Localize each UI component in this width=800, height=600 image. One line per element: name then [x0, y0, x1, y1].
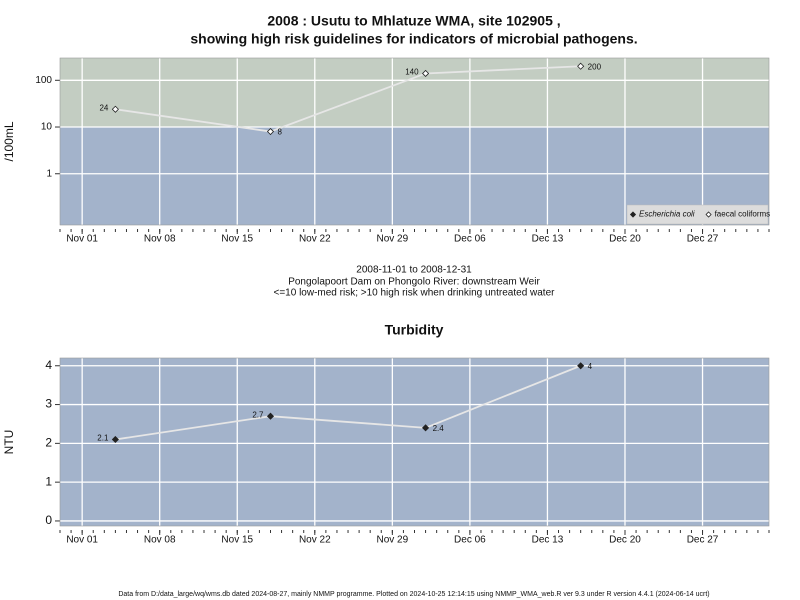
legend-marker: [629, 211, 637, 218]
x-tick-label: Dec 06: [454, 234, 486, 245]
y-tick-label: 0: [45, 513, 52, 527]
x-tick-label: Dec 06: [454, 535, 486, 546]
x-tick-label: Dec 13: [532, 535, 564, 546]
legend-label: Escherichia coli: [639, 210, 695, 219]
x-tick-label: Nov 22: [299, 535, 331, 546]
y-tick-label: 4: [45, 358, 52, 372]
x-tick-label: Dec 20: [609, 234, 641, 245]
x-tick-label: Nov 01: [66, 234, 98, 245]
series-line: [115, 65, 581, 133]
data-point: [111, 435, 119, 444]
y-tick-label: 2: [45, 436, 52, 450]
y-axis-label: /100mL: [2, 121, 16, 161]
x-tick-label: Nov 15: [221, 535, 253, 546]
data-label: 24: [99, 103, 108, 112]
subtitle: 2008-11-01 to 2008-12-31: [356, 265, 472, 276]
y-tick-label: 10: [41, 122, 53, 133]
data-point: [422, 424, 430, 432]
x-tick-label: Nov 15: [221, 234, 253, 245]
data-label: 4: [588, 362, 593, 371]
series-line: [115, 364, 582, 441]
x-tick-label: Nov 01: [66, 535, 98, 546]
data-label: 140: [405, 68, 419, 77]
legend-marker: [705, 211, 712, 218]
y-tick-label: 100: [35, 75, 52, 86]
chart-title: showing high risk guidelines for indicat…: [190, 31, 637, 47]
x-tick-label: Nov 29: [377, 535, 409, 546]
y-tick-label: 1: [45, 474, 52, 488]
x-tick-label: Dec 20: [609, 535, 641, 546]
subtitle: Pongolapoort Dam on Phongolo River: down…: [288, 277, 540, 288]
legend-label: faecal coliforms: [715, 210, 771, 219]
data-point: [577, 362, 585, 370]
x-tick-label: Nov 08: [144, 535, 176, 546]
data-point: [111, 105, 119, 113]
plot-background: [60, 358, 769, 526]
footer: Data from D:/data_large/wq/wms.db dated …: [118, 591, 709, 598]
x-tick-label: Dec 27: [687, 234, 719, 245]
x-tick-label: Dec 13: [532, 234, 564, 245]
data-label: 200: [588, 62, 602, 71]
data-label: 8: [277, 128, 282, 137]
y-tick-label: 1: [46, 168, 52, 179]
data-point: [422, 69, 430, 78]
legend-box: [626, 204, 769, 225]
x-tick-label: Nov 22: [299, 234, 331, 245]
chart-title: Turbidity: [385, 322, 444, 338]
y-axis-label: NTU: [2, 430, 16, 455]
x-tick-label: Dec 27: [687, 535, 719, 546]
data-point: [266, 412, 275, 420]
data-point: [577, 62, 585, 70]
x-tick-label: Nov 29: [377, 234, 409, 245]
data-point: [266, 127, 275, 136]
high-risk-band: [60, 58, 769, 128]
data-label: 2.7: [252, 410, 264, 419]
data-label: 2.1: [97, 434, 109, 443]
y-tick-label: 3: [45, 397, 52, 411]
plot-frame: [59, 57, 770, 226]
x-tick-label: Nov 08: [144, 234, 176, 245]
subtitle: <=10 low-med risk; >10 high risk when dr…: [274, 288, 556, 299]
chart-title: 2008 : Usutu to Mhlatuze WMA, site 10290…: [267, 13, 560, 29]
data-label: 2.4: [433, 424, 445, 433]
plot-frame: [59, 357, 770, 527]
